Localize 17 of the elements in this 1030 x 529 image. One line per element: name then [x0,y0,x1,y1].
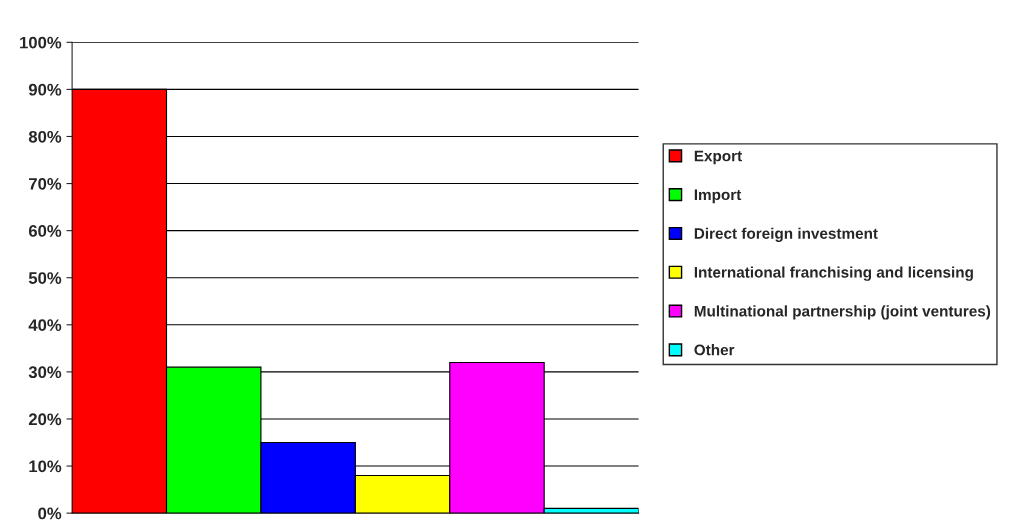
y-tick-label: 30% [28,366,62,379]
legend-label: Direct foreign investment [694,227,878,242]
legend-label: Other [694,344,735,356]
y-tick-label: 100% [20,36,62,49]
y-tick-label: 50% [28,272,62,284]
y-tick-label: 10% [29,460,62,473]
y-tick-label: 90% [28,83,62,96]
y-tick-label: 0% [38,507,62,520]
y-tick-label: 70% [29,177,62,190]
y-tick-label: 20% [28,413,62,426]
y-tick-label: 60% [28,225,62,237]
legend-label: Multinational partnership (joint ventures) [694,305,991,320]
legend-label: International franchising and licensing [694,266,973,281]
y-tick-label: 40% [28,319,62,332]
legend-label: Import [694,189,742,204]
legend-label: Export [694,150,742,165]
y-tick-label: 80% [28,130,62,143]
